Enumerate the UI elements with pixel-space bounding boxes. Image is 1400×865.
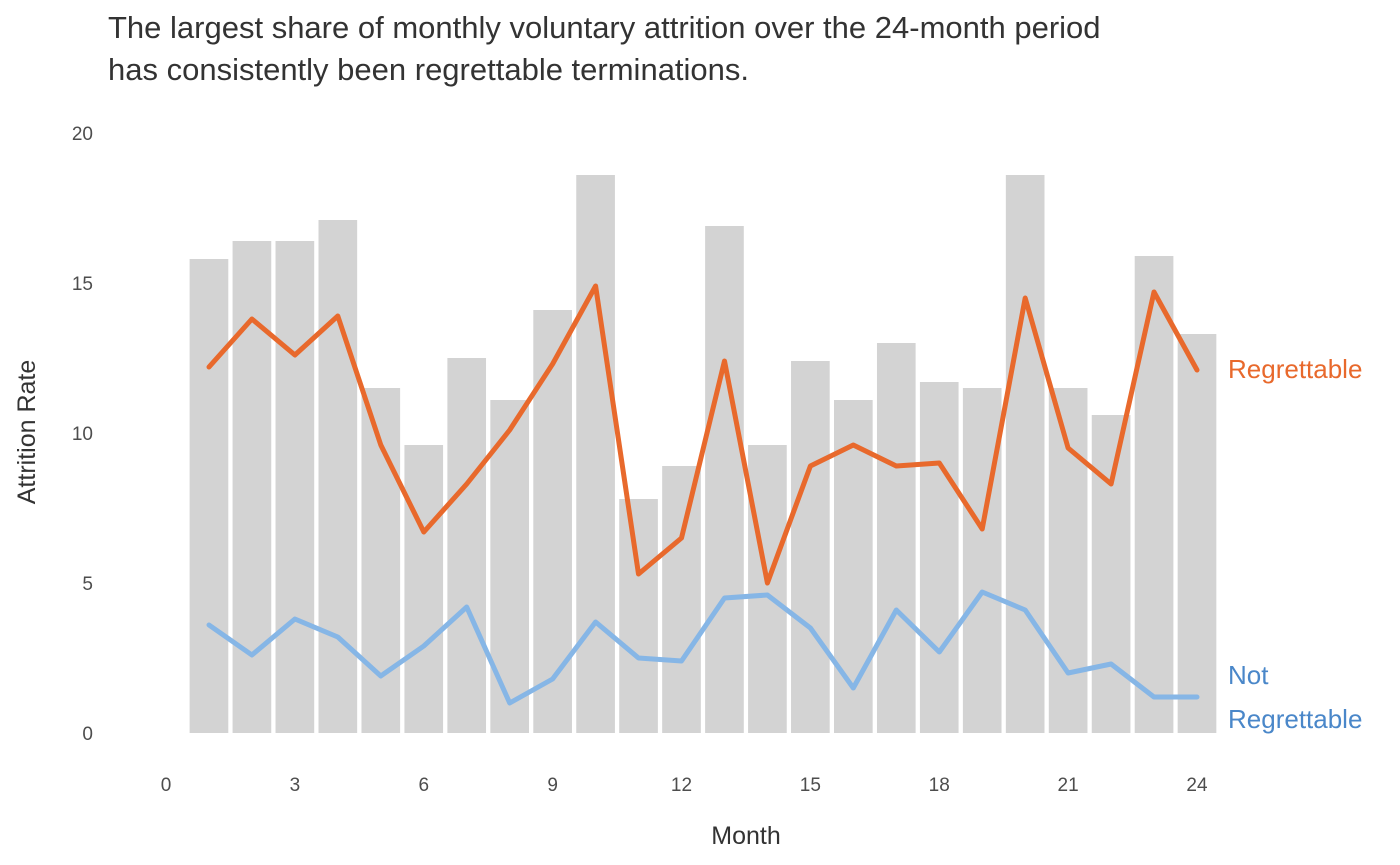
bar-month-12 (662, 466, 701, 733)
x-tick-label-0: 0 (161, 775, 172, 796)
bar-month-24 (1177, 334, 1217, 733)
bar-month-3 (275, 241, 315, 733)
x-tick-label-9: 9 (547, 775, 558, 796)
bar-month-19 (962, 388, 1002, 733)
y-axis-ticks: 0 5 10 15 20 (72, 124, 93, 745)
bar-month-4 (318, 220, 358, 733)
bar-month-14 (748, 445, 787, 733)
y-tick-label-0: 0 (82, 724, 93, 745)
bar-month-18 (919, 382, 959, 733)
bar-month-9 (533, 310, 572, 733)
series-line-not-regrettable (206, 589, 1200, 706)
y-axis-title: Attrition Rate (13, 360, 41, 505)
y-tick-label-15: 15 (72, 274, 93, 295)
series-line-regrettable (206, 283, 1200, 586)
x-axis-ticks: 0 3 6 9 12 15 18 21 24 (161, 775, 1208, 796)
bar-month-2 (232, 241, 272, 733)
x-axis-title: Month (711, 822, 780, 850)
series-lines (206, 283, 1200, 706)
chart-title: The largest share of monthly voluntary a… (108, 10, 1101, 87)
bar-month-7 (447, 358, 487, 733)
bar-month-17 (876, 343, 916, 733)
y-tick-label-5: 5 (82, 574, 93, 595)
bar-month-10 (576, 175, 615, 733)
x-tick-label-15: 15 (800, 775, 821, 796)
x-tick-label-3: 3 (290, 775, 301, 796)
chart-title-line-2: has consistently been regrettable termin… (108, 52, 749, 87)
bar-month-20 (1005, 175, 1045, 733)
x-tick-label-6: 6 (418, 775, 429, 796)
y-tick-label-20: 20 (72, 124, 93, 145)
x-tick-label-12: 12 (671, 775, 692, 796)
y-tick-label-10: 10 (72, 424, 93, 445)
bar-month-22 (1091, 415, 1131, 733)
series-label-not-regrettable-line-2: Regrettable (1228, 704, 1362, 734)
bar-month-23 (1134, 256, 1174, 733)
x-tick-label-21: 21 (1058, 775, 1079, 796)
bar-month-16 (834, 400, 873, 733)
bar-month-13 (705, 226, 744, 733)
bar-month-11 (619, 499, 658, 733)
bar-month-15 (791, 361, 830, 733)
series-label-regrettable: Regrettable (1228, 354, 1362, 384)
bar-month-6 (404, 445, 444, 733)
x-tick-label-18: 18 (929, 775, 950, 796)
bar-month-1 (189, 259, 229, 733)
series-label-not-regrettable-line-1: Not (1228, 660, 1269, 690)
x-tick-label-24: 24 (1186, 775, 1208, 796)
chart-title-line-1: The largest share of monthly voluntary a… (108, 10, 1101, 45)
